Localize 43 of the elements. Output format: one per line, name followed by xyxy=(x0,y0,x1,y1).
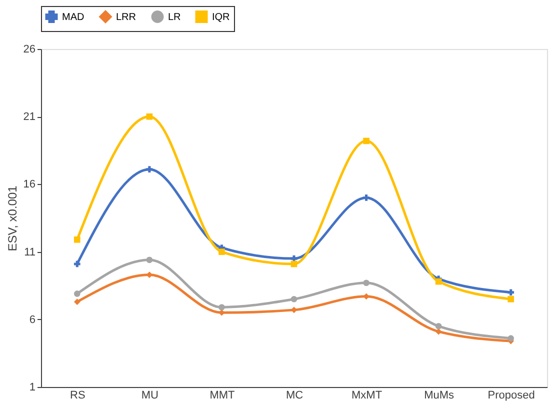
point xyxy=(74,290,80,297)
point xyxy=(218,248,225,255)
legend-label: IQR xyxy=(212,12,230,23)
point xyxy=(363,293,370,300)
y-tick-label: 6 xyxy=(29,314,36,326)
x-tick-label: MxMT xyxy=(352,390,382,402)
y-tick-label: 26 xyxy=(23,44,36,56)
point xyxy=(508,296,514,302)
legend-label: LR xyxy=(168,12,181,23)
point xyxy=(146,166,153,172)
y-tick-label: 16 xyxy=(23,178,36,191)
legend-label: LRR xyxy=(116,12,136,23)
point xyxy=(146,272,153,278)
x-tick-label: MMT xyxy=(210,390,236,402)
y-tick-label: 11 xyxy=(24,246,36,258)
x-tick-label: Proposed xyxy=(488,390,535,402)
point xyxy=(290,260,298,268)
point xyxy=(290,296,298,302)
x-tick-label: MuMs xyxy=(424,390,455,402)
point xyxy=(508,289,514,296)
point xyxy=(508,335,514,342)
point xyxy=(435,328,442,335)
legend-label: MAD xyxy=(62,12,84,23)
x-tick-label: MC xyxy=(286,390,304,402)
x-tick-label: RS xyxy=(70,390,86,402)
point xyxy=(146,256,153,264)
point xyxy=(363,138,370,144)
point xyxy=(290,255,298,262)
point xyxy=(146,113,153,120)
point xyxy=(74,298,80,305)
x-tick-label: MU xyxy=(141,390,159,402)
point xyxy=(218,304,225,310)
y-axis-title: ESV, x0.001 xyxy=(5,185,20,252)
point xyxy=(290,306,298,314)
point xyxy=(74,260,80,268)
point xyxy=(218,309,225,316)
point xyxy=(435,323,442,330)
y-tick-label: 21 xyxy=(23,111,36,124)
point xyxy=(363,280,370,286)
point xyxy=(435,278,442,285)
point xyxy=(363,194,370,201)
point xyxy=(74,236,80,243)
y-tick-label: 1 xyxy=(29,382,36,394)
